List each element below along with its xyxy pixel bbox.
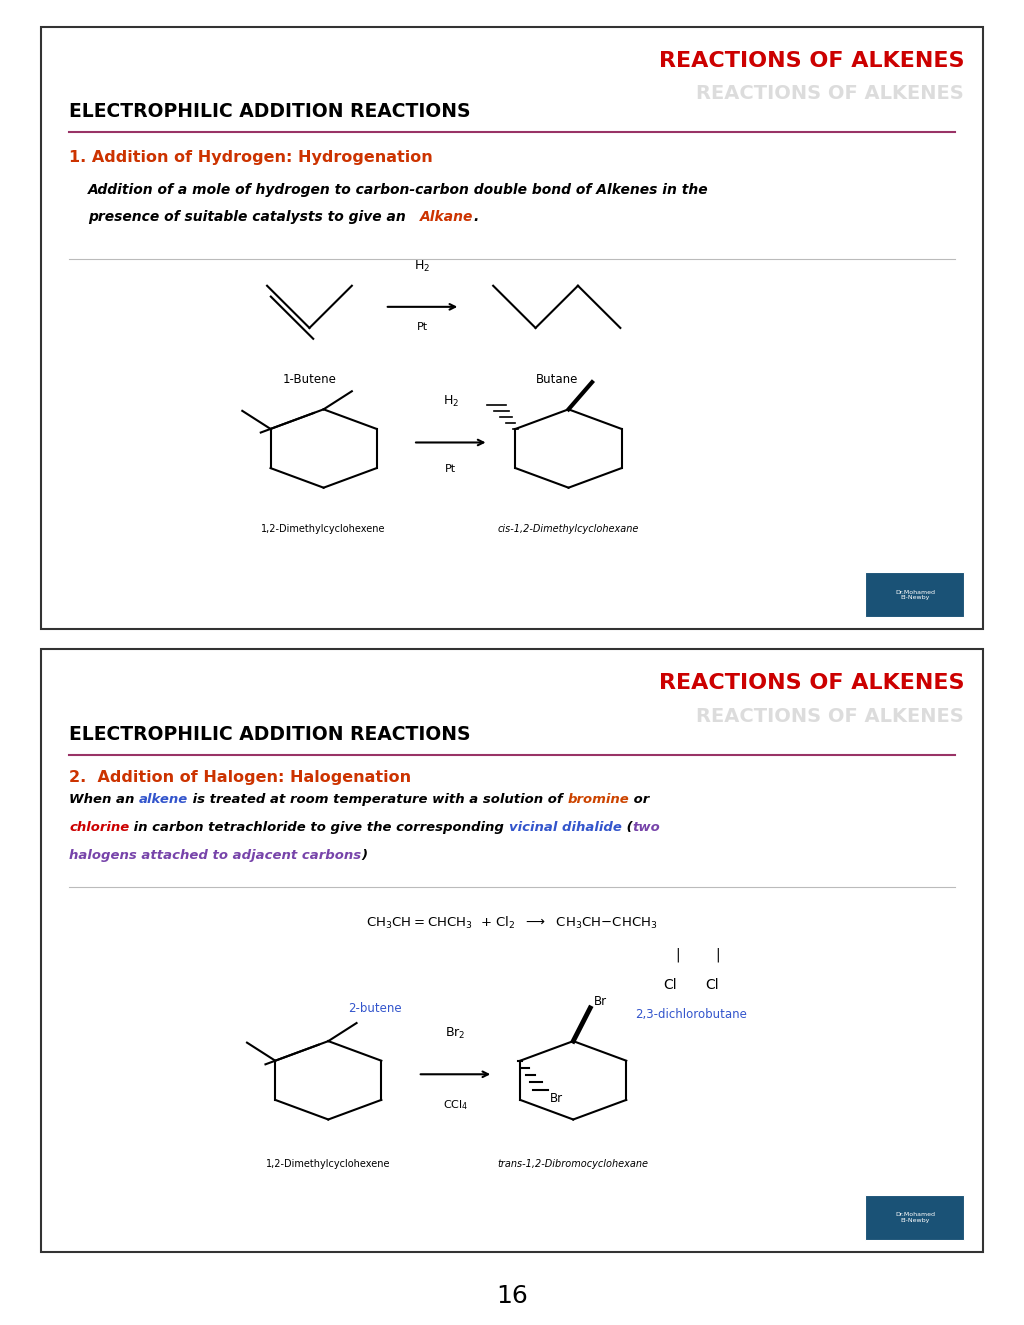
- Text: alkene: alkene: [139, 792, 188, 806]
- Text: Br: Br: [594, 995, 607, 1008]
- Text: cis-1,2-Dimethylcyclohexane: cis-1,2-Dimethylcyclohexane: [498, 523, 639, 534]
- Text: Cl: Cl: [664, 978, 677, 992]
- Text: Pt: Pt: [445, 464, 457, 473]
- Text: .: .: [473, 211, 478, 224]
- Text: 1,2-Dimethylcyclohexene: 1,2-Dimethylcyclohexene: [266, 1158, 390, 1169]
- Bar: [865, 572, 965, 617]
- Text: REACTIONS OF ALKENES: REACTIONS OF ALKENES: [696, 83, 965, 103]
- Text: or: or: [630, 792, 649, 806]
- Text: Br: Br: [550, 1092, 563, 1105]
- Text: REACTIONS OF ALKENES: REACTIONS OF ALKENES: [658, 50, 965, 70]
- Text: 2-butene: 2-butene: [348, 1002, 402, 1015]
- Text: presence of suitable catalysts to give an: presence of suitable catalysts to give a…: [88, 211, 411, 224]
- Text: 2,3-dichlorobutane: 2,3-dichlorobutane: [635, 1008, 746, 1022]
- Text: |: |: [676, 947, 680, 962]
- Text: Dr.Mohamed
El-Newby: Dr.Mohamed El-Newby: [895, 590, 935, 600]
- Text: |: |: [715, 947, 720, 962]
- Text: Cl: Cl: [705, 978, 719, 992]
- Text: Pt: Pt: [417, 322, 428, 331]
- Text: H$_2$: H$_2$: [442, 395, 459, 409]
- Text: 16: 16: [496, 1284, 528, 1308]
- Text: halogens attached to adjacent carbons: halogens attached to adjacent carbons: [70, 849, 361, 863]
- Text: ELECTROPHILIC ADDITION REACTIONS: ELECTROPHILIC ADDITION REACTIONS: [70, 102, 471, 121]
- Text: REACTIONS OF ALKENES: REACTIONS OF ALKENES: [696, 706, 965, 726]
- Text: CH$_3$CH$=$CHCH$_3$  + Cl$_2$  $\longrightarrow$  CH$_3$CH$-$CHCH$_3$: CH$_3$CH$=$CHCH$_3$ + Cl$_2$ $\longright…: [367, 914, 657, 930]
- Text: When an: When an: [70, 792, 139, 806]
- Text: Dr.Mohamed
El-Newby: Dr.Mohamed El-Newby: [895, 1212, 935, 1223]
- Text: Br$_2$: Br$_2$: [445, 1026, 466, 1041]
- Text: 1-Butene: 1-Butene: [283, 374, 337, 386]
- Text: in carbon tetrachloride to give the corresponding: in carbon tetrachloride to give the corr…: [129, 822, 509, 833]
- Text: Butane: Butane: [536, 374, 579, 386]
- Text: ELECTROPHILIC ADDITION REACTIONS: ELECTROPHILIC ADDITION REACTIONS: [70, 725, 471, 743]
- Text: chlorine: chlorine: [70, 822, 129, 833]
- Text: bromine: bromine: [567, 792, 630, 806]
- Text: REACTIONS OF ALKENES: REACTIONS OF ALKENES: [658, 673, 965, 693]
- Text: trans-1,2-Dibromocyclohexane: trans-1,2-Dibromocyclohexane: [498, 1158, 649, 1169]
- Text: two: two: [633, 822, 660, 833]
- Text: ): ): [361, 849, 368, 863]
- Text: H$_2$: H$_2$: [415, 258, 430, 274]
- Text: is treated at room temperature with a solution of: is treated at room temperature with a so…: [188, 792, 567, 806]
- Text: CCl$_4$: CCl$_4$: [442, 1098, 468, 1112]
- Text: 1,2-Dimethylcyclohexene: 1,2-Dimethylcyclohexene: [261, 523, 386, 534]
- Text: (: (: [622, 822, 633, 833]
- Bar: [865, 1195, 965, 1240]
- Text: 2.  Addition of Halogen: Halogenation: 2. Addition of Halogen: Halogenation: [70, 770, 412, 784]
- Text: vicinal dihalide: vicinal dihalide: [509, 822, 622, 833]
- Text: Alkane: Alkane: [420, 211, 473, 224]
- Text: 1. Addition of Hydrogen: Hydrogenation: 1. Addition of Hydrogen: Hydrogenation: [70, 150, 433, 166]
- Text: Addition of a mole of hydrogen to carbon-carbon double bond of Alkenes in the: Addition of a mole of hydrogen to carbon…: [88, 183, 709, 197]
